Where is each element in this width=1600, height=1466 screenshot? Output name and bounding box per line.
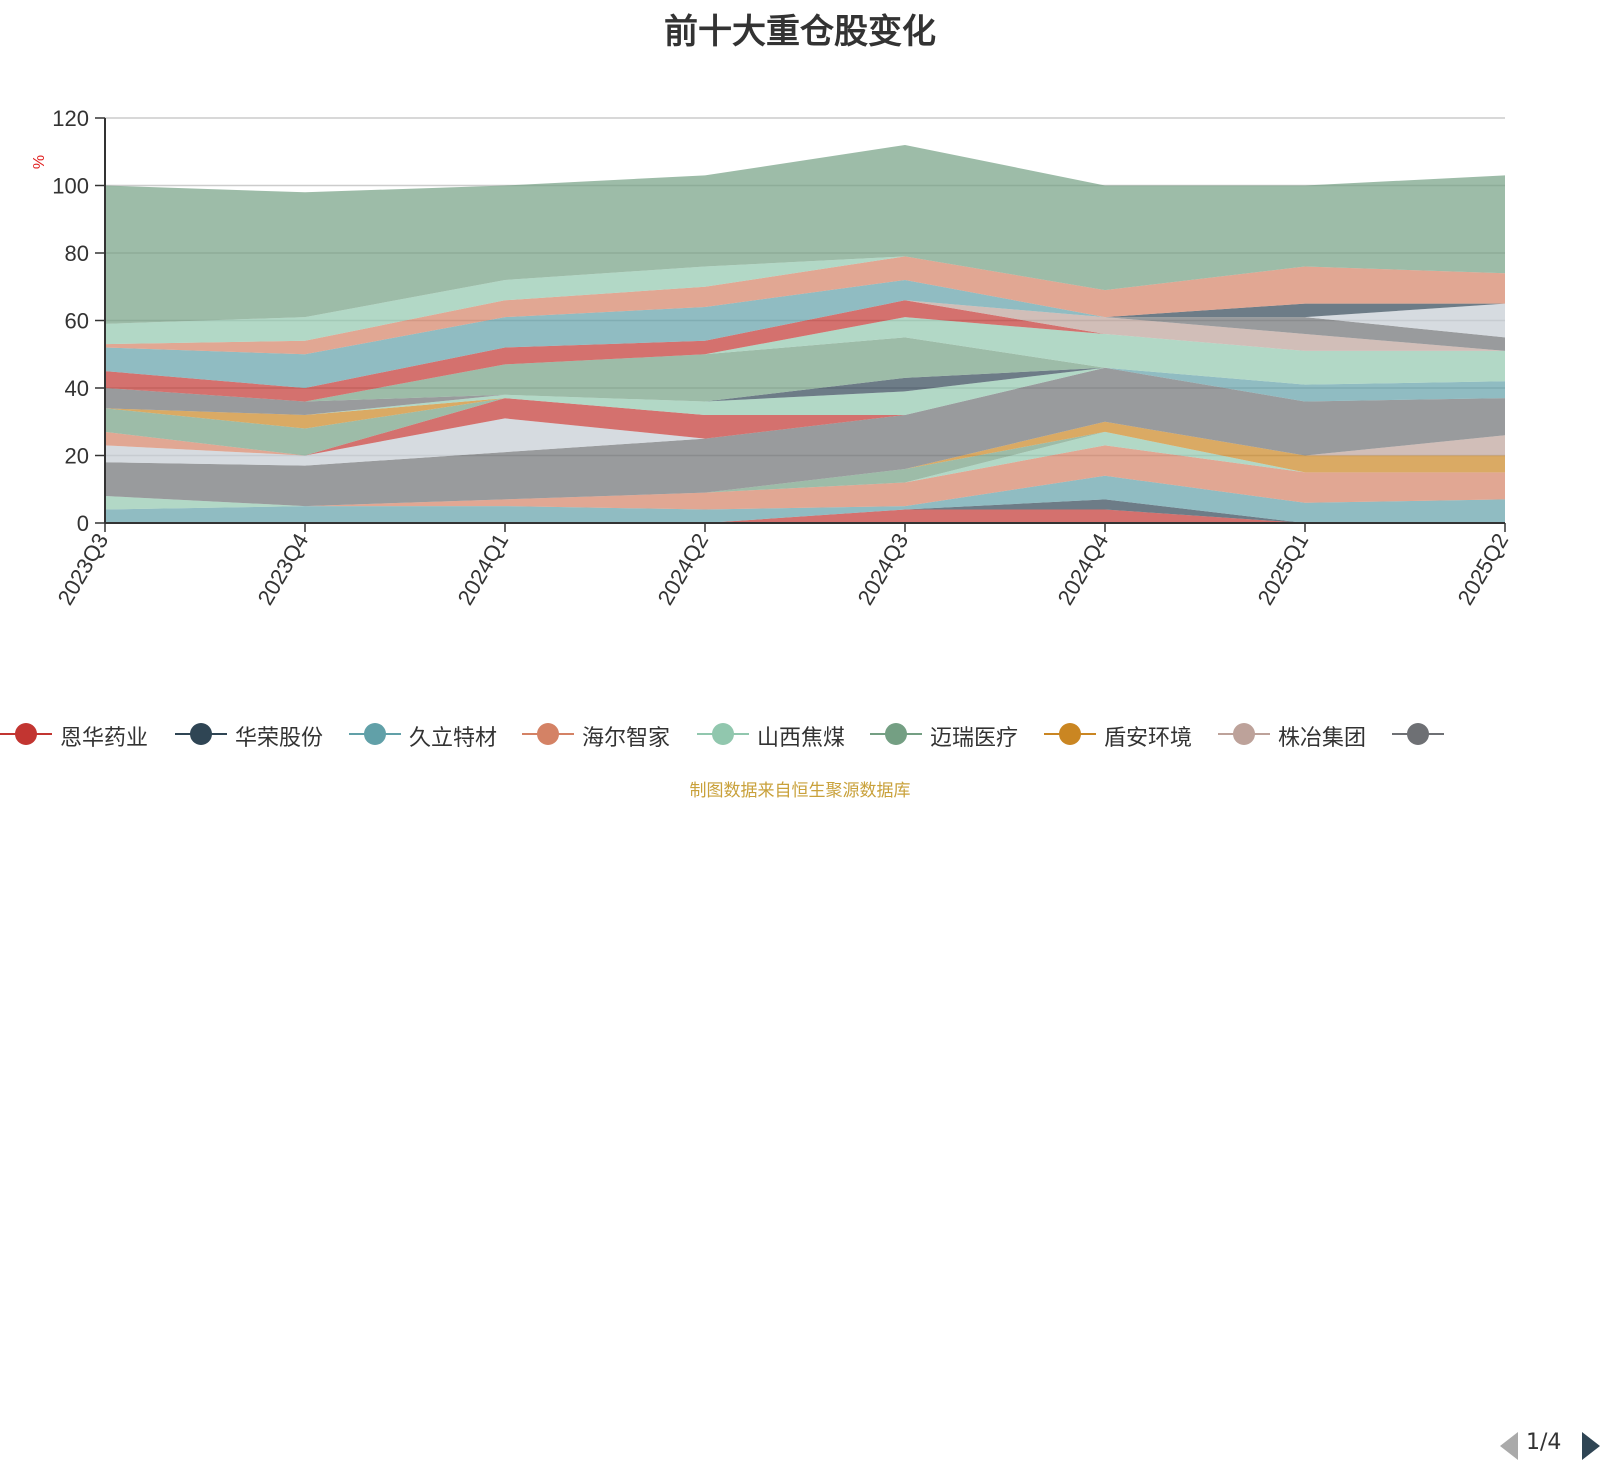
legend-marker-icon xyxy=(15,723,37,745)
legend-label: 盾安环境 xyxy=(1104,726,1193,751)
legend-item[interactable]: 山西焦煤 xyxy=(697,712,867,756)
area-series-16[interactable] xyxy=(105,367,1505,415)
area-series-14[interactable] xyxy=(105,367,1505,429)
legend-marker-icon xyxy=(712,723,734,745)
area-chart: 0 20 40 60 80 100 120 2023Q3 2023Q4 2024Q1 2024Q2 2… xyxy=(31,106,1514,609)
y-tick-label: 120 xyxy=(52,106,89,131)
y-tick-label: 20 xyxy=(65,444,89,469)
source-note: 制图数据来自恒生聚源数据库 xyxy=(689,781,911,801)
legend-item[interactable]: 恩华药业 xyxy=(0,712,170,756)
area-series-13[interactable] xyxy=(105,367,1505,456)
area-series-4[interactable] xyxy=(105,445,1505,510)
area-series-3[interactable] xyxy=(105,475,1505,523)
legend-item[interactable]: 华荣股份 xyxy=(175,712,345,756)
area-series-18[interactable] xyxy=(105,367,1505,402)
legend-marker-icon xyxy=(885,723,907,745)
area-series-20[interactable] xyxy=(105,317,1505,402)
y-tick-label: 80 xyxy=(65,241,89,266)
area-series-9[interactable] xyxy=(105,367,1505,507)
area-series-19[interactable] xyxy=(105,337,1505,402)
legend-next-icon[interactable] xyxy=(1582,1432,1600,1460)
legend-label: 海尔智家 xyxy=(582,726,671,751)
legend-page-indicator: 1/4 xyxy=(1526,1430,1562,1455)
area-series-27[interactable] xyxy=(105,256,1505,355)
x-tick-label: 2024Q4 xyxy=(1053,529,1114,609)
y-tick-label: 40 xyxy=(65,376,89,401)
area-series xyxy=(105,145,1505,523)
legend-prev-icon[interactable] xyxy=(1500,1432,1518,1460)
legend-marker-icon xyxy=(190,723,212,745)
legend: 恩华药业 华荣股份 久立特材 海尔智家 山西焦煤 迈瑞医疗 盾安环境 株冶集团 1/4 xyxy=(0,712,1600,1460)
area-series-10[interactable] xyxy=(105,367,1505,466)
legend-pager: 1/4 xyxy=(1500,1426,1600,1466)
legend-marker-icon xyxy=(1233,723,1255,745)
legend-marker-icon xyxy=(1059,723,1081,745)
legend-item[interactable]: 海尔智家 xyxy=(522,712,692,756)
area-series-21[interactable] xyxy=(105,300,1505,402)
x-tick-label: 2025Q2 xyxy=(1453,529,1514,609)
legend-marker-icon xyxy=(537,723,559,745)
legend-label: 株冶集团 xyxy=(1278,726,1367,751)
legend-label: 久立特材 xyxy=(409,726,498,751)
chart-title: 前十大重仓股变化 xyxy=(664,12,936,52)
x-tick-label: 2024Q1 xyxy=(453,529,514,609)
x-tick-label: 2025Q1 xyxy=(1253,529,1314,609)
y-tick-label: 60 xyxy=(65,309,89,334)
legend-item[interactable]: 迈瑞医疗 xyxy=(870,712,1040,756)
area-series-17[interactable] xyxy=(105,367,1505,415)
legend-item[interactable]: 盾安环境 xyxy=(1044,712,1214,756)
area-series-15[interactable] xyxy=(105,367,1505,415)
legend-item[interactable] xyxy=(1392,712,1468,756)
legend-label: 恩华药业 xyxy=(60,726,149,751)
legend-items: 恩华药业 华荣股份 久立特材 海尔智家 山西焦煤 迈瑞医疗 盾安环境 株冶集团 xyxy=(0,712,1468,756)
area-series-25[interactable] xyxy=(105,280,1505,388)
legend-label: 华荣股份 xyxy=(235,726,324,751)
legend-item[interactable]: 久立特材 xyxy=(349,712,519,756)
area-series-29[interactable] xyxy=(105,145,1505,324)
legend-marker-icon xyxy=(364,723,386,745)
x-tick-label: 2024Q3 xyxy=(853,529,914,609)
legend-label: 迈瑞医疗 xyxy=(930,726,1019,751)
x-tick-label: 2024Q2 xyxy=(653,529,714,609)
y-axis-unit: % xyxy=(31,155,48,169)
legend-label: 山西焦煤 xyxy=(757,726,846,751)
area-series-22[interactable] xyxy=(105,300,1505,388)
x-tick-label: 2023Q4 xyxy=(253,529,314,609)
area-series-28[interactable] xyxy=(105,256,1505,345)
x-tick-label: 2023Q3 xyxy=(53,529,114,609)
legend-item[interactable]: 株冶集团 xyxy=(1218,712,1388,756)
y-tick-label: 100 xyxy=(52,174,89,199)
legend-marker-icon xyxy=(1407,723,1429,745)
y-tick-label: 0 xyxy=(77,511,89,536)
area-series-5[interactable] xyxy=(105,431,1505,510)
